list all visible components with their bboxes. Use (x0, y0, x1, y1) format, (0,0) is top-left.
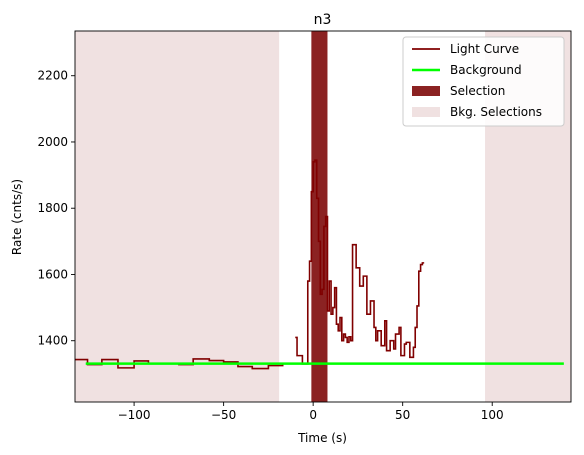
x-tick-label: −100 (118, 408, 151, 422)
x-tick-label: −50 (211, 408, 236, 422)
y-tick-label: 2200 (37, 69, 68, 83)
legend-label: Selection (450, 84, 505, 98)
x-tick-label: 50 (395, 408, 410, 422)
chart-title: n3 (314, 12, 332, 28)
x-tick-label: 100 (481, 408, 504, 422)
bkg-selection-region (75, 31, 280, 402)
y-tick-label: 1600 (37, 267, 68, 281)
legend-label: Background (450, 63, 522, 77)
axes-frame (74, 30, 572, 403)
x-axis-label: Time (s) (297, 431, 347, 445)
selection-region (311, 31, 328, 402)
light-curve-line (75, 358, 298, 370)
legend-patch-swatch (412, 86, 440, 96)
y-tick-label: 1800 (37, 201, 68, 215)
x-tick-label: 0 (309, 408, 317, 422)
legend-box (402, 36, 565, 127)
legend-label: Bkg. Selections (450, 105, 542, 119)
light-curve-line (295, 159, 425, 365)
legend-patch-swatch (412, 107, 440, 117)
y-tick-label: 2000 (37, 135, 68, 149)
y-tick-label: 1400 (37, 334, 68, 348)
legend: Light Curve Background Selection Bkg. Selec… (402, 36, 565, 127)
y-axis-label: Rate (cnts/s) (10, 179, 24, 255)
legend-label: Light Curve (450, 42, 519, 56)
